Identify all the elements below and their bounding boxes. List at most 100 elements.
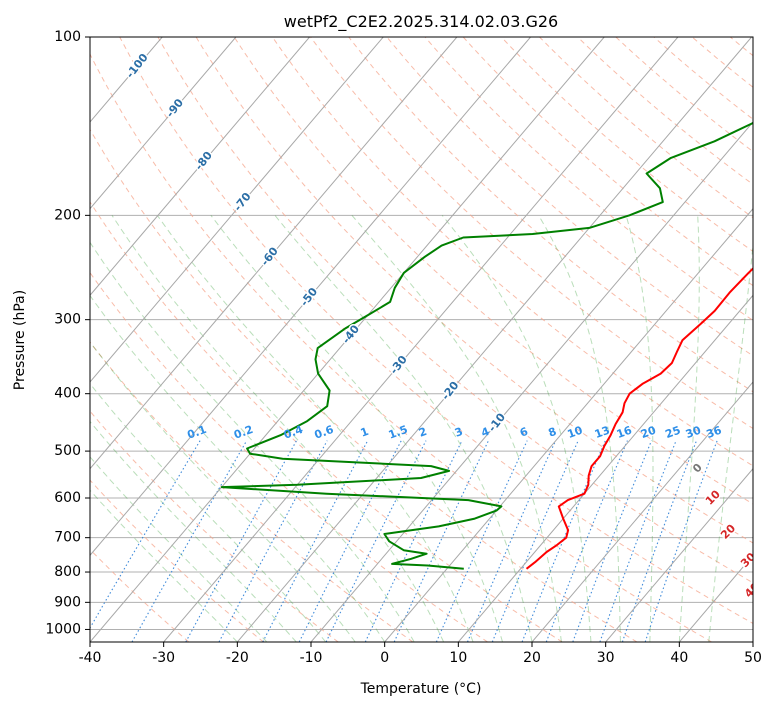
mixing-ratio-label: 20	[639, 423, 658, 441]
dry-adiabat-line	[157, 37, 753, 584]
dry-adiabat-line	[90, 128, 638, 642]
isotherm-line	[90, 37, 384, 383]
mixing-ratio-line	[572, 440, 653, 642]
mixing-ratio-line	[621, 440, 698, 642]
moist-adiabat-line	[678, 215, 700, 642]
y-axis-label: Pressure (hPa)	[12, 290, 28, 390]
mixing-ratio-line	[298, 440, 402, 642]
profile-line	[525, 267, 753, 570]
mixing-ratio-label: 10	[566, 423, 585, 441]
isotherm-line	[90, 37, 531, 557]
isotherm-line	[531, 381, 753, 642]
mixing-ratio-lines	[90, 440, 718, 642]
mixing-ratio-label: 30	[684, 423, 703, 441]
dry-adiabat-line	[768, 37, 775, 642]
x-tick-label: 30	[597, 650, 615, 666]
mixing-ratio-label: 16	[615, 423, 634, 441]
y-tick-label: 200	[54, 207, 81, 223]
x-axis: -40 -30 -20 -10 0 10 20 30 40 50	[79, 642, 762, 666]
moist-adiabat-line	[111, 215, 445, 642]
mixing-ratio-label: 13	[593, 424, 612, 441]
dry-adiabat-line	[90, 410, 339, 642]
mixing-ratio-line	[491, 440, 579, 642]
mixing-ratio-line	[131, 440, 248, 642]
mixing-ratio-line	[393, 440, 489, 642]
isotherm-line	[678, 554, 753, 642]
mixing-ratio-label: 36	[705, 423, 724, 441]
moist-adiabat-line	[156, 215, 474, 642]
x-tick-label: -10	[300, 650, 323, 666]
moist-adiabat-label: 40	[742, 580, 762, 600]
isotherm-line	[90, 37, 605, 642]
moist-adiabat-line	[90, 420, 297, 642]
dry-adiabat-line	[615, 37, 753, 153]
mixing-ratio-label: 1	[359, 425, 371, 440]
x-tick-label: 0	[380, 650, 389, 666]
mixing-ratio-line	[364, 440, 463, 642]
isotherm-line	[236, 37, 752, 642]
dry-adiabat-line	[691, 37, 753, 88]
mixing-ratio-label: 1.5	[387, 423, 410, 442]
x-tick-label: -30	[152, 650, 175, 666]
moist-adiabat-line	[210, 214, 503, 642]
mixing-ratio-line	[325, 440, 427, 642]
mixing-ratio-line	[466, 440, 557, 642]
isotherm-line	[605, 467, 753, 642]
mixing-ratio-label: 0.6	[313, 423, 336, 442]
mixing-ratio-label: 8	[547, 425, 559, 440]
mixing-ratio-label: 6	[518, 425, 530, 440]
isotherm-line	[90, 37, 310, 297]
isotherm-line	[163, 37, 679, 642]
mixing-ratio-label: 0.4	[282, 423, 305, 442]
moist-adiabat-line	[274, 214, 533, 642]
dry-adiabat-line	[424, 37, 753, 321]
dry-adiabat-line	[539, 37, 753, 219]
isotherm-line	[310, 121, 753, 642]
profile-lines	[220, 121, 753, 570]
y-tick-label: 900	[54, 594, 81, 610]
moist-adiabat-line	[90, 241, 415, 642]
dry-adiabat-line	[386, 37, 753, 357]
skewed-isotherms	[90, 37, 753, 642]
moist-adiabat-label: 20	[718, 521, 738, 541]
x-tick-label: 40	[670, 650, 688, 666]
moist-adiabat-line	[90, 456, 268, 642]
mixing-ratio-label: 2	[417, 425, 429, 440]
dry-adiabat-line	[577, 37, 753, 186]
isotherm-line	[384, 207, 753, 642]
moist-adiabat-line	[90, 489, 238, 642]
moist-adiabat-label: 30	[738, 550, 758, 570]
mixing-ratio-labels: 0.1 0.2 0.4 0.6 1 1.5 2 3 4 6 8 10 13 16 20 25 30 36	[185, 423, 723, 442]
y-tick-label: 1000	[45, 621, 81, 637]
chart-title: wetPf2_C2E2.2025.314.02.03.G26	[284, 12, 558, 32]
isotherm-line	[457, 294, 753, 642]
dry-adiabat-line	[462, 37, 753, 287]
isotherm-line	[752, 641, 753, 642]
mixing-ratio-label: 0.2	[232, 423, 255, 442]
dry-adiabat-line	[195, 37, 753, 544]
moist-adiabat-line	[538, 215, 621, 642]
dry-adiabat-line	[90, 53, 712, 642]
dry-adiabats	[90, 37, 775, 642]
dry-adiabat-line	[119, 37, 753, 625]
mixing-ratio-line	[262, 440, 369, 642]
x-tick-label: -40	[79, 650, 102, 666]
dry-adiabat-line	[500, 37, 753, 252]
mixing-ratio-line	[435, 440, 528, 642]
y-axis: 100 200 300 400 500 600 700 800 900 1000	[45, 29, 90, 637]
mixing-ratio-line	[90, 440, 201, 629]
y-tick-label: 600	[54, 490, 81, 506]
moist-adiabat-label: 10	[703, 487, 723, 507]
dry-adiabat-line	[90, 479, 264, 642]
y-tick-label: 400	[54, 386, 81, 402]
x-tick-label: -20	[226, 650, 249, 666]
moist-adiabat-line	[708, 240, 753, 642]
mixing-ratio-label: 3	[453, 425, 465, 440]
isotherm-line	[90, 37, 237, 210]
plot-area: -100-90-80-70-60-50-40-30-20-10 0.1 0.2 0.…	[90, 37, 775, 642]
isotherm-line	[90, 37, 458, 470]
mixing-ratio-label: 0.1	[185, 423, 208, 442]
plot-frame	[89, 36, 754, 643]
x-tick-label: 10	[449, 650, 467, 666]
